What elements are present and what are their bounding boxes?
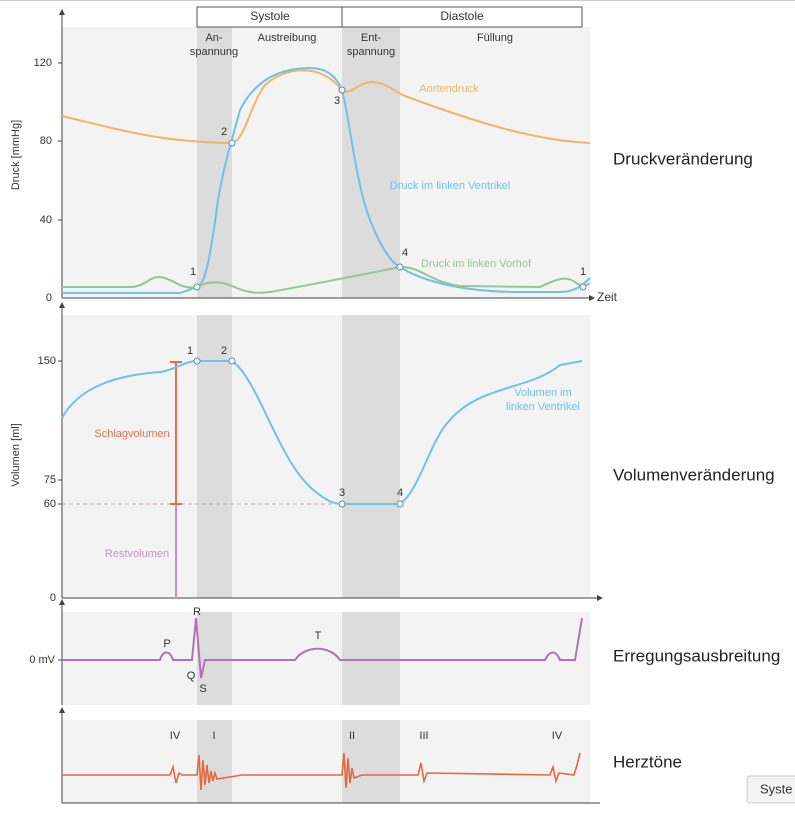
side-label: Volumenveränderung (613, 465, 775, 484)
point-label: 1 (187, 345, 193, 357)
curve-label: linken Ventrikel (506, 401, 580, 413)
annotation: Restvolumen (105, 548, 169, 560)
volume-brackets (170, 361, 182, 598)
phase-label: Ent- (361, 32, 382, 44)
sound-label: I (212, 730, 215, 742)
side-label: Druckveränderung (613, 149, 753, 168)
valve-points (193, 86, 587, 291)
y-axis-title: Druck [mmHg] (10, 120, 22, 190)
annotation: Schlagvolumen (94, 428, 169, 440)
pressure-curves (61, 66, 591, 294)
button-label[interactable]: Syste (760, 781, 793, 796)
point-label: 4 (397, 487, 403, 499)
side-label: Herztöne (613, 752, 682, 771)
wave-label: P (163, 638, 170, 650)
y-tick-label: 0 (50, 592, 56, 604)
y-tick-label: 0 mV (29, 654, 55, 666)
header-label: Systole (250, 9, 290, 23)
curve-label: Druck im linken Vorhof (421, 258, 532, 270)
curve-label: Volumen im (514, 387, 571, 399)
sound-label: II (349, 730, 355, 742)
heart-sound-curve (62, 752, 581, 791)
wave-label: R (193, 606, 201, 618)
point-label: 4 (402, 247, 408, 259)
curve-label: Aortendruck (419, 83, 479, 95)
ecg-curve (62, 617, 583, 679)
phase-label: spannung (190, 46, 238, 58)
y-tick-label: 120 (34, 57, 52, 69)
button[interactable] (746, 775, 795, 804)
side-label: Erregungsausbreitung (613, 646, 780, 665)
wave-label: S (199, 683, 206, 695)
valve-points (193, 357, 404, 508)
phase-label: Austreibung (258, 32, 317, 44)
y-tick-label: 150 (38, 355, 56, 367)
point-label: 3 (339, 487, 345, 499)
point-label: 1 (190, 266, 196, 278)
sound-label: III (419, 730, 428, 742)
point-label: 2 (221, 126, 227, 138)
point-label: 1 (580, 266, 586, 278)
y-tick-label: 60 (44, 498, 56, 510)
point-label: 2 (221, 345, 227, 357)
y-tick-label: 40 (40, 214, 52, 226)
y-tick-label: 0 (46, 292, 52, 304)
sound-label: IV (552, 730, 563, 742)
axes (58, 9, 603, 804)
y-tick-label: 80 (40, 135, 52, 147)
header-label: Diastole (440, 9, 484, 23)
y-axis-title: Volumen [ml] (10, 423, 22, 487)
volume-curve (61, 360, 583, 505)
diastole-box (341, 6, 583, 28)
wave-label: T (315, 630, 322, 642)
x-axis-label: Zeit (597, 290, 618, 304)
curve-label: Druck im linken Ventrikel (390, 180, 510, 192)
phase-label: Füllung (477, 32, 513, 44)
wave-label: Q (187, 670, 196, 682)
sound-label: IV (170, 730, 181, 742)
point-label: 3 (334, 95, 340, 107)
phase-label: spannung (347, 46, 395, 58)
y-tick-label: 75 (44, 474, 56, 486)
phase-label: An- (205, 32, 222, 44)
panel-backgrounds (62, 27, 590, 803)
